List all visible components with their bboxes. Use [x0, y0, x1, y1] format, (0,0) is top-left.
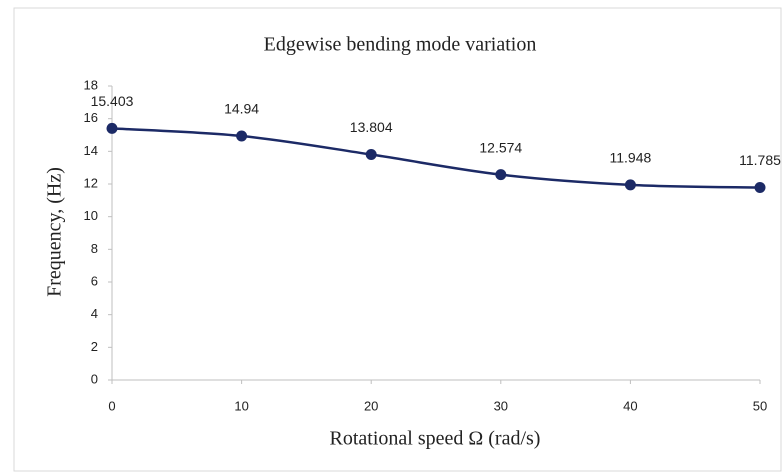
line	[111, 127, 761, 189]
data-label: 15.403	[91, 93, 134, 109]
x-tick-label: 0	[108, 398, 115, 413]
data-label: 12.574	[479, 139, 522, 155]
y-tick-label: 8	[91, 241, 98, 256]
marker	[106, 122, 118, 134]
y-tick-label: 4	[91, 306, 98, 321]
y-tick-label: 16	[84, 110, 98, 125]
y-tick-label: 12	[84, 175, 98, 190]
data-label: 13.804	[350, 119, 393, 135]
data-label: 11.948	[610, 150, 652, 166]
marker	[365, 149, 377, 161]
y-tick-label: 2	[91, 339, 98, 354]
y-tick-label: 10	[84, 208, 98, 223]
y-axis-label: Frequency, (Hz)	[44, 167, 66, 297]
x-tick-label: 10	[234, 398, 248, 413]
y-tick-label: 0	[91, 371, 98, 386]
y-tick-label: 18	[84, 77, 98, 92]
chart-border	[13, 7, 782, 472]
data-label: 11.785	[739, 152, 781, 168]
marker	[236, 130, 248, 142]
x-axis-label: Rotational speed Ω (rad/s)	[330, 428, 541, 450]
x-tick-label: 40	[623, 398, 637, 413]
marker	[495, 169, 507, 181]
x-tick-label: 30	[494, 398, 508, 413]
x-tick-label: 50	[753, 398, 767, 413]
y-tick-label: 6	[91, 273, 98, 288]
marker	[624, 179, 636, 191]
chart-title: Edgewise bending mode variation	[264, 34, 537, 56]
y-tick-label: 14	[84, 143, 98, 158]
marker	[754, 182, 766, 194]
data-label: 14.94	[224, 101, 259, 117]
x-tick-label: 20	[364, 398, 378, 413]
